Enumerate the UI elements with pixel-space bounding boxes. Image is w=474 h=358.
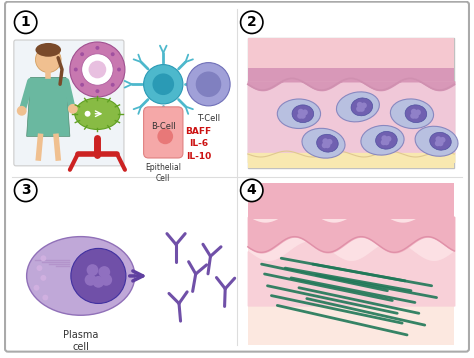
Circle shape (359, 106, 365, 112)
Text: 3: 3 (21, 183, 30, 197)
Circle shape (439, 137, 446, 143)
Text: B-Cell: B-Cell (151, 122, 176, 131)
Polygon shape (248, 183, 454, 345)
Ellipse shape (27, 237, 135, 315)
Circle shape (85, 274, 96, 286)
Circle shape (117, 68, 121, 72)
Ellipse shape (430, 132, 451, 150)
Circle shape (144, 64, 183, 104)
Ellipse shape (292, 105, 314, 122)
Circle shape (70, 42, 125, 97)
Circle shape (74, 68, 78, 72)
Polygon shape (248, 183, 454, 219)
Ellipse shape (317, 134, 338, 152)
FancyBboxPatch shape (144, 107, 183, 158)
Polygon shape (248, 305, 454, 345)
Circle shape (357, 102, 363, 108)
Circle shape (99, 266, 110, 278)
Circle shape (413, 113, 419, 119)
Text: Plasma
cell: Plasma cell (63, 330, 99, 352)
Circle shape (411, 109, 417, 115)
Circle shape (36, 265, 42, 271)
Circle shape (80, 83, 84, 87)
Polygon shape (248, 68, 454, 81)
Circle shape (85, 111, 91, 117)
Polygon shape (248, 38, 454, 68)
Ellipse shape (351, 98, 373, 116)
Circle shape (36, 47, 61, 72)
Ellipse shape (405, 105, 427, 122)
Text: 2: 2 (247, 15, 256, 29)
FancyBboxPatch shape (14, 40, 124, 166)
FancyBboxPatch shape (5, 2, 469, 352)
Circle shape (95, 89, 100, 93)
Circle shape (356, 106, 362, 112)
Text: Epithelial
Cell: Epithelial Cell (145, 163, 181, 183)
Circle shape (438, 140, 444, 146)
Text: 4: 4 (247, 183, 256, 197)
Circle shape (385, 136, 392, 142)
Circle shape (92, 276, 104, 288)
Text: BAFF
IL-6
IL-10: BAFF IL-6 IL-10 (186, 126, 212, 160)
Circle shape (322, 138, 328, 144)
Circle shape (40, 275, 46, 281)
Circle shape (68, 104, 78, 114)
Circle shape (361, 102, 367, 108)
Circle shape (415, 110, 421, 115)
Circle shape (325, 142, 330, 148)
Ellipse shape (277, 99, 320, 129)
Circle shape (157, 129, 173, 144)
Circle shape (100, 274, 112, 286)
Circle shape (89, 61, 106, 78)
Circle shape (383, 139, 389, 145)
Text: 1: 1 (21, 15, 30, 29)
Circle shape (382, 135, 387, 141)
Circle shape (87, 264, 99, 276)
Circle shape (297, 113, 303, 119)
Circle shape (71, 248, 126, 304)
Circle shape (111, 52, 115, 56)
Text: T-Cell: T-Cell (197, 114, 220, 123)
Circle shape (17, 106, 27, 116)
Circle shape (95, 46, 100, 50)
Circle shape (111, 83, 115, 87)
Ellipse shape (375, 131, 397, 149)
Circle shape (80, 52, 84, 56)
Circle shape (436, 136, 441, 142)
Circle shape (82, 54, 113, 85)
Circle shape (302, 110, 308, 115)
Ellipse shape (337, 92, 379, 122)
Circle shape (153, 73, 174, 95)
Ellipse shape (302, 128, 345, 158)
Circle shape (40, 255, 46, 261)
Ellipse shape (391, 99, 434, 129)
Ellipse shape (415, 126, 458, 156)
Circle shape (34, 285, 39, 291)
Circle shape (327, 139, 332, 145)
Circle shape (42, 295, 48, 300)
Ellipse shape (36, 43, 61, 57)
Polygon shape (248, 153, 454, 168)
Polygon shape (27, 77, 70, 136)
Circle shape (381, 139, 387, 145)
Circle shape (435, 140, 441, 146)
Circle shape (187, 63, 230, 106)
Circle shape (196, 72, 221, 97)
Circle shape (298, 109, 304, 115)
FancyBboxPatch shape (248, 38, 454, 168)
Ellipse shape (75, 98, 120, 130)
Circle shape (410, 113, 416, 119)
Circle shape (300, 113, 306, 119)
Ellipse shape (361, 125, 404, 155)
Circle shape (322, 142, 328, 148)
